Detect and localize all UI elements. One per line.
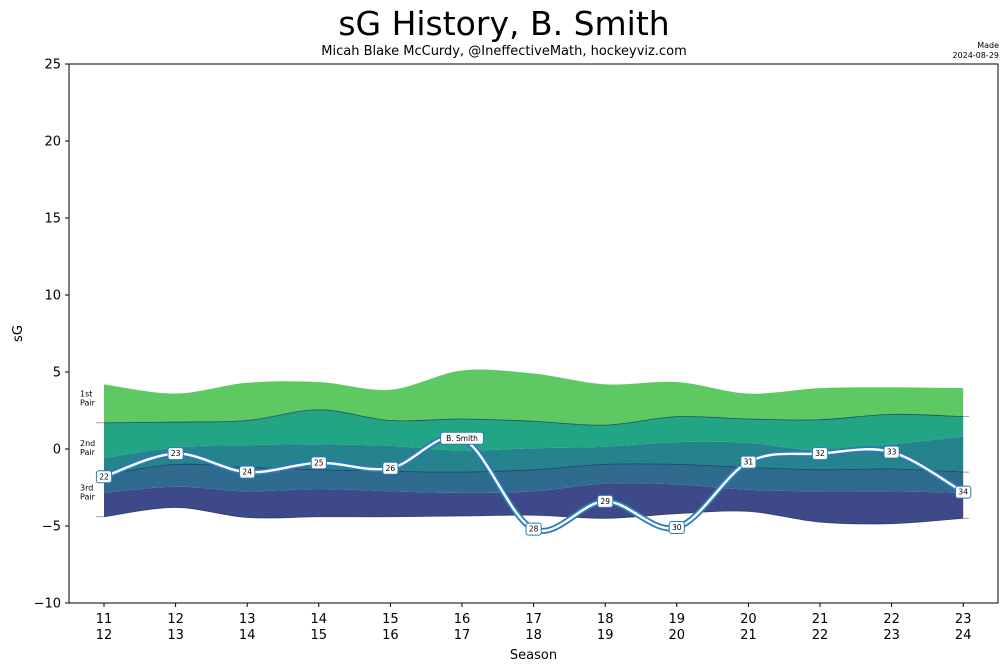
x-axis-label: Season	[510, 648, 557, 663]
band-area-4	[104, 409, 964, 459]
x-tick-label-9: 19 20	[669, 612, 686, 643]
made-stamp: Made 2024-08-29	[953, 41, 1000, 61]
svg-text:22: 22	[99, 472, 109, 481]
x-tick-label-8: 18 19	[597, 612, 614, 643]
y-tick-label-6: 15	[44, 212, 61, 227]
point-label-4: 25	[310, 456, 327, 470]
band-group	[103, 369, 964, 525]
point-label-8: 29	[597, 494, 614, 508]
point-label-13: 34	[955, 485, 972, 499]
point-label-11: 32	[811, 447, 829, 461]
point-label-7: 28	[525, 522, 542, 536]
point-label-10: 31	[740, 455, 757, 469]
band-area-1	[104, 483, 964, 525]
y-tick-label-7: 20	[44, 135, 61, 150]
y-axis-label: sG	[11, 325, 26, 342]
point-label-6: B. Smith	[440, 431, 484, 445]
y-tick-label-5: 10	[44, 289, 61, 304]
band-line-1	[103, 507, 964, 525]
chart-title: sG History, B. Smith	[338, 4, 670, 43]
point-label-12: 33	[883, 445, 900, 459]
svg-text:28: 28	[529, 525, 539, 534]
svg-text:26: 26	[386, 464, 396, 473]
svg-text:23: 23	[171, 449, 181, 458]
point-label-5: 26	[382, 461, 399, 475]
x-tick-label-7: 17 18	[525, 612, 542, 643]
pair-label-1: 1st Pair	[80, 390, 96, 408]
made-label: Made	[977, 41, 999, 50]
x-tick-label-13: 23 24	[955, 612, 972, 643]
pair-label-3: 3rd Pair	[80, 484, 96, 502]
point-label-9: 30	[668, 521, 685, 535]
point-label-3: 24	[239, 465, 256, 479]
svg-text:32: 32	[815, 449, 825, 458]
svg-text:30: 30	[672, 523, 682, 532]
x-tick-label-4: 14 15	[311, 612, 328, 643]
svg-text:24: 24	[242, 468, 252, 477]
x-tick-label-1: 11 12	[96, 612, 113, 643]
x-tick-label-12: 22 23	[883, 612, 900, 643]
svg-text:31: 31	[744, 458, 754, 467]
x-tick-label-2: 12 13	[167, 612, 184, 643]
svg-text:33: 33	[887, 448, 897, 457]
x-tick-label-5: 15 16	[382, 612, 399, 643]
x-tick-label-3: 13 14	[239, 612, 256, 643]
x-tick-label-11: 21 22	[812, 612, 829, 643]
chart-subtitle: Micah Blake McCurdy, @IneffectiveMath, h…	[321, 44, 687, 59]
point-label-1: 22	[95, 470, 113, 484]
pair-label-2: 2nd Pair	[80, 439, 96, 457]
band-area-5	[104, 369, 964, 426]
x-tick-label-10: 20 21	[740, 612, 757, 643]
svg-text:29: 29	[600, 497, 610, 506]
svg-text:34: 34	[958, 488, 968, 497]
y-tick-label-2: −5	[42, 520, 61, 535]
svg-text:B. Smith: B. Smith	[446, 434, 478, 443]
svg-text:25: 25	[314, 458, 324, 467]
y-tick-label-1: −10	[34, 597, 61, 612]
y-tick-label-3: 0	[53, 443, 61, 458]
band-area-2	[104, 463, 964, 493]
made-date: 2024-08-29	[952, 51, 1000, 60]
band-line-3	[103, 409, 964, 426]
point-label-2: 23	[167, 447, 184, 461]
x-tick-label-6: 16 17	[454, 612, 471, 643]
y-tick-label-8: 25	[44, 58, 61, 73]
y-tick-label-4: 5	[53, 366, 61, 381]
